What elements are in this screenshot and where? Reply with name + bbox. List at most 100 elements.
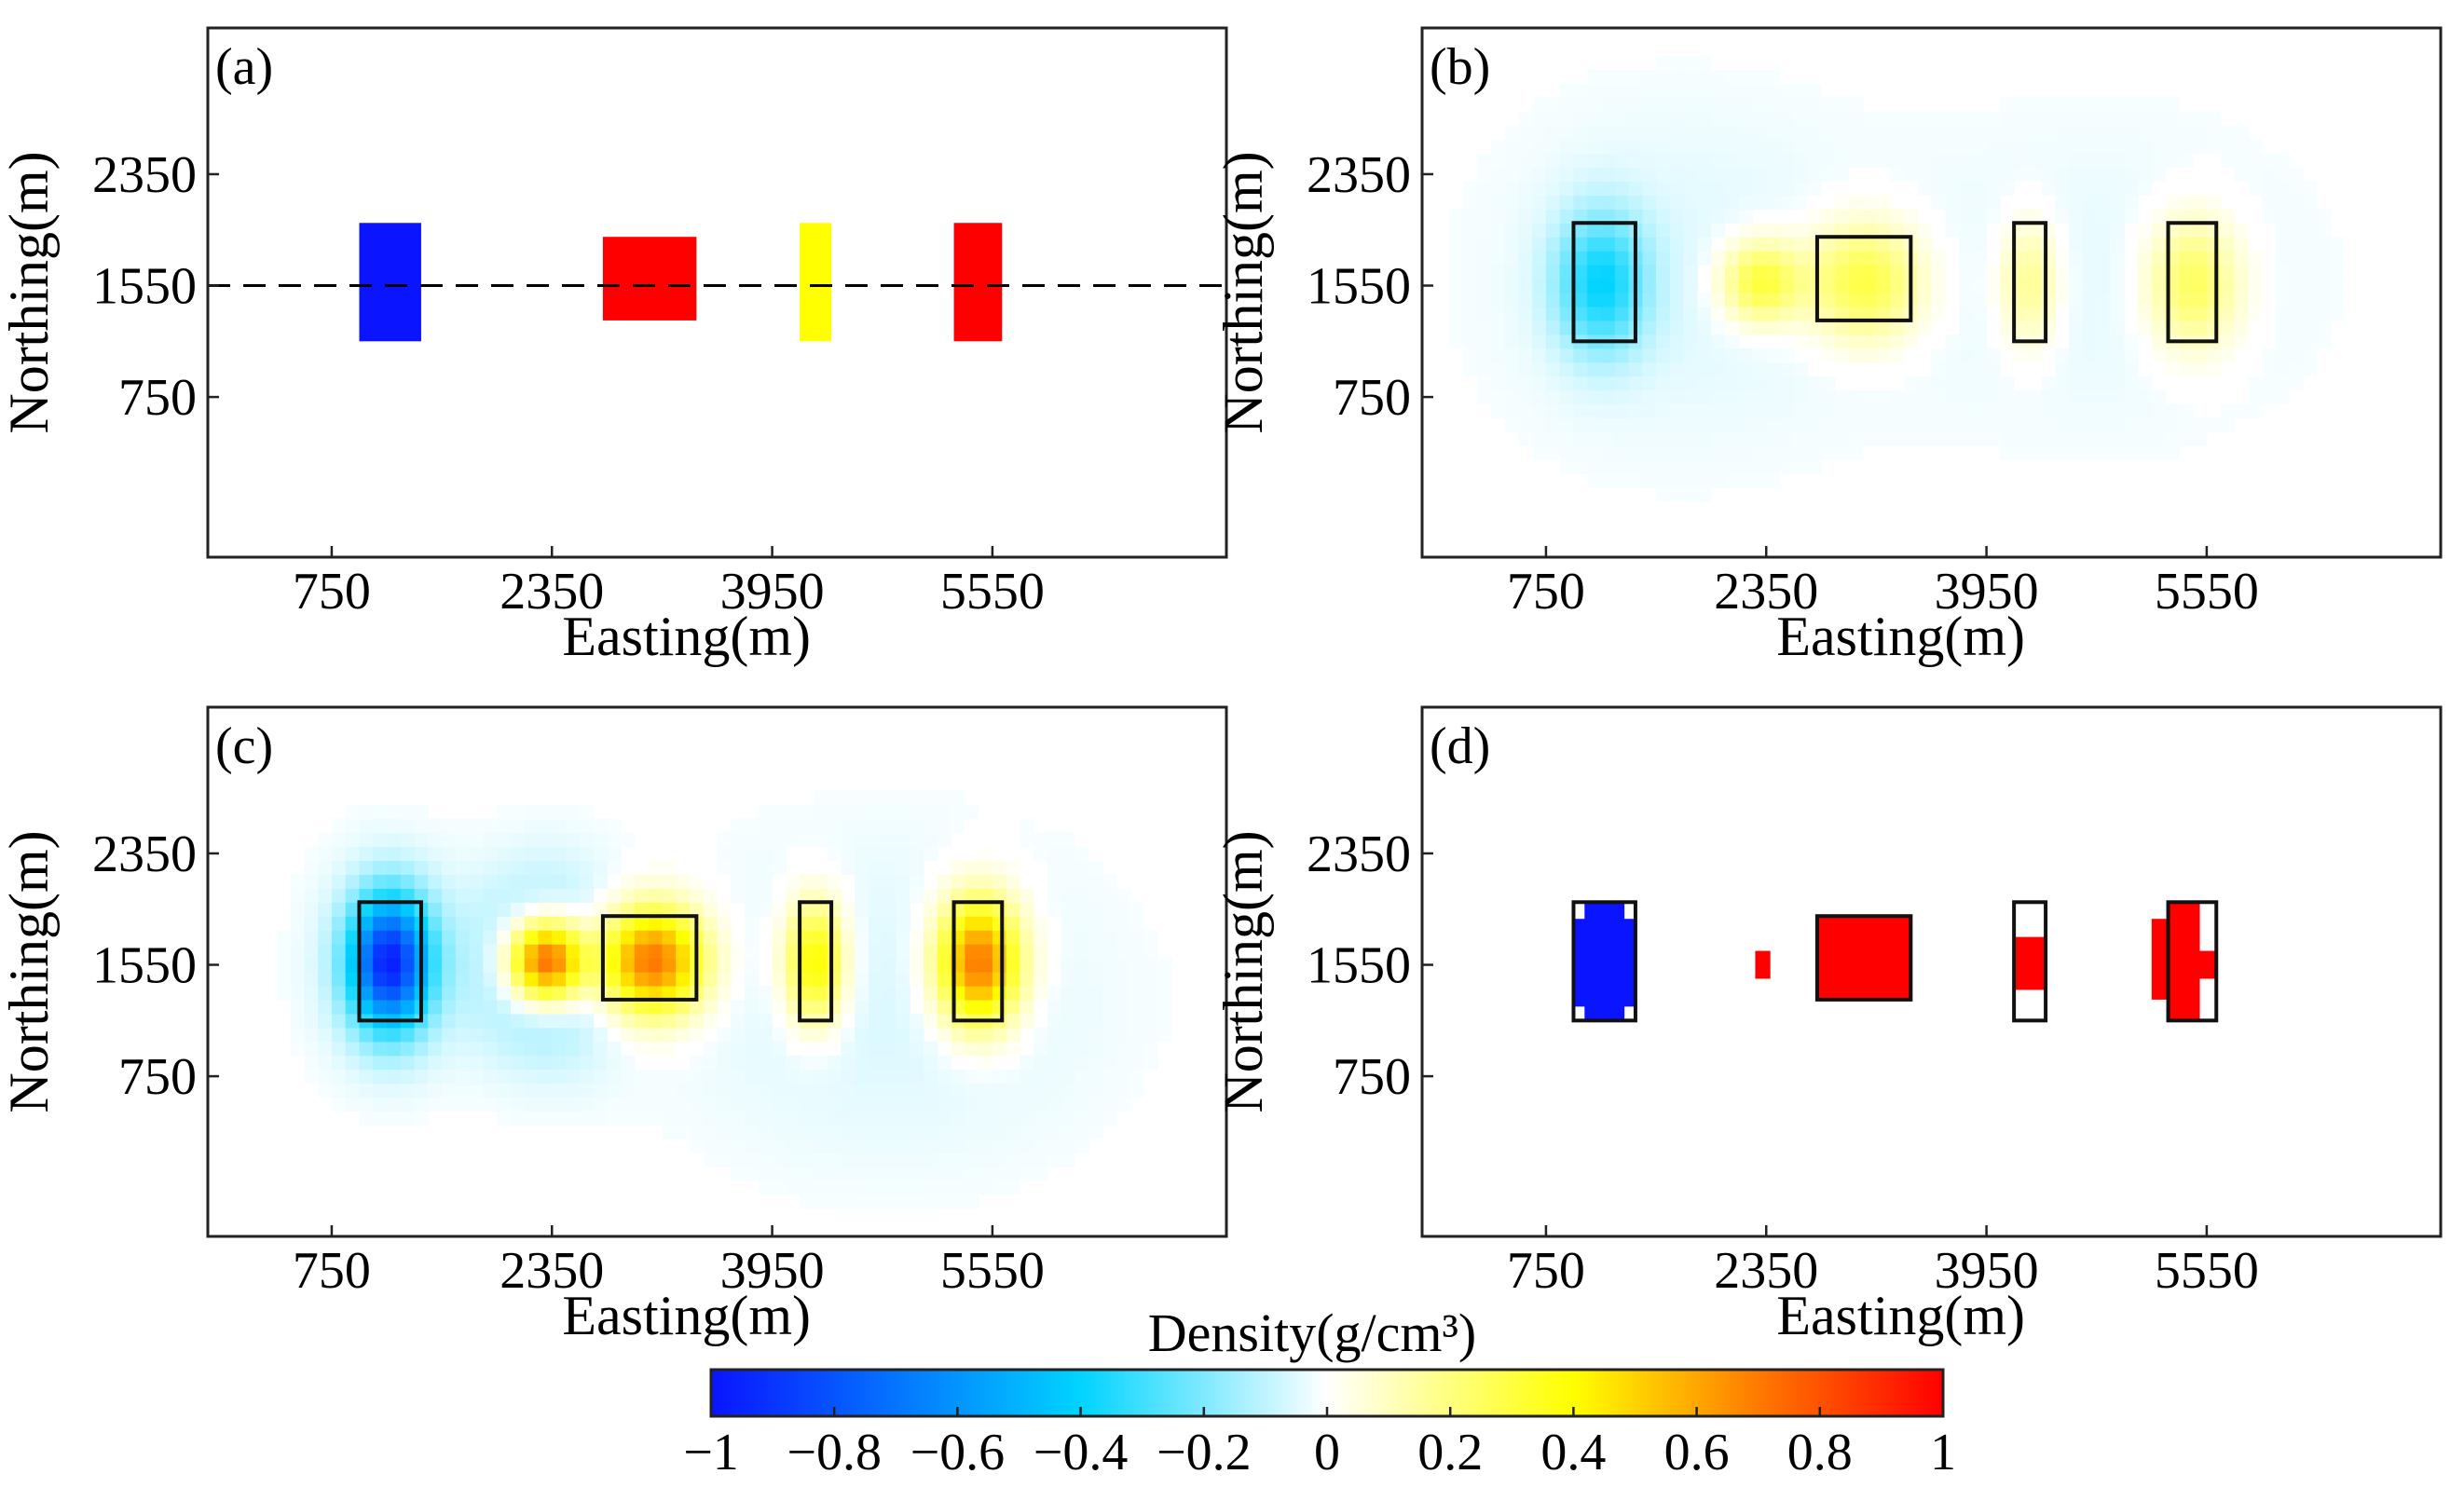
density-cell [965,1083,979,1098]
density-cell [1573,459,1588,474]
density-cell [1490,362,1506,377]
density-cell [359,958,374,973]
density-cell [786,1111,801,1126]
density-cell [772,1083,787,1098]
density-cell [2248,139,2263,155]
density-cell [2220,209,2236,224]
density-cell [772,1125,787,1139]
density-cell [731,1097,746,1112]
density-cell [2234,279,2249,293]
density-cell [1835,167,1850,183]
density-cell [1102,874,1117,889]
density-cell [1711,334,1726,349]
density-cell [745,888,760,903]
density-cell [510,972,526,987]
density-cell [276,930,292,945]
density-cell [841,1083,856,1098]
density-cell [786,1125,801,1139]
density-cell [2151,417,2167,433]
density-cell [1876,223,1891,238]
density-cell [290,944,305,959]
density-cell [566,999,581,1015]
density-cell [1642,417,1657,433]
density-cell [1683,306,1699,321]
density-cell [552,1055,567,1071]
density-cell [2151,111,2167,127]
density-cell [1711,167,1726,183]
density-cell [1656,293,1671,307]
density-cell [1724,83,1740,99]
density-cell [387,999,402,1015]
density-cell [1711,125,1726,141]
density-cell [1959,195,1974,210]
density-cell [1034,1055,1048,1071]
density-cell [1614,251,1630,266]
density-cell [662,999,677,1015]
density-cell [841,1055,856,1071]
density-cell [1614,293,1630,307]
density-cell [428,860,443,875]
density-cell [2069,375,2084,391]
density-cell [1656,167,1671,183]
x-tick-label: 2350 [500,563,604,621]
density-cell [868,916,883,931]
density-cell [1628,111,1643,127]
density-cell [1807,375,1822,391]
density-cell [414,804,429,820]
density-cell [1532,431,1547,447]
density-cell [1903,431,1919,447]
density-cell [1614,445,1630,460]
density-cell [579,972,595,987]
density-cell [2289,279,2304,293]
density-cell [1020,958,1034,973]
density-cell [786,985,801,1001]
density-cell [331,902,347,917]
density-cell [1780,265,1795,280]
density-cell [1504,265,1519,280]
density-cell [1766,279,1781,293]
density-cell [2096,403,2112,419]
density-cell [2027,97,2043,113]
density-cell [538,1041,553,1057]
density-cell [1532,209,1547,224]
density-cell [634,1069,650,1085]
density-cell [2275,209,2291,224]
density-cell [924,1083,938,1098]
density-cell [1088,874,1103,889]
density-cell [1917,265,1933,280]
density-cell [676,1027,691,1043]
density-cell [1807,111,1822,127]
density-cell [1669,417,1685,433]
density-cell [1890,279,1905,293]
density-cell [827,846,842,862]
density-cell [1587,181,1602,196]
density-cell [676,1111,691,1126]
density-cell [2082,445,2098,460]
density-cell [662,860,677,875]
density-cell [827,930,842,945]
density-cell [924,1055,938,1071]
density-cell [2027,389,2043,405]
density-cell [1738,265,1754,280]
density-cell [2275,153,2291,169]
density-cell [1545,306,1561,321]
density-cell [855,860,869,875]
density-cell [1075,1055,1089,1071]
density-cell [318,1069,333,1085]
density-cell [1835,389,1850,405]
density-cell [1752,223,1767,238]
density-cell [290,1041,305,1057]
density-cell [689,1069,705,1085]
density-cell [1587,306,1602,321]
density-cell [1614,167,1630,183]
density-cell [676,1013,691,1029]
density-cell [1793,306,1809,321]
density-cell [331,1013,347,1029]
density-cell [1724,417,1740,433]
density-cell [1061,1069,1076,1085]
density-cell [1972,223,1988,238]
density-cell [318,1013,333,1029]
density-cell [1047,1041,1062,1057]
density-cell [400,1083,416,1098]
density-cell [1601,431,1616,447]
